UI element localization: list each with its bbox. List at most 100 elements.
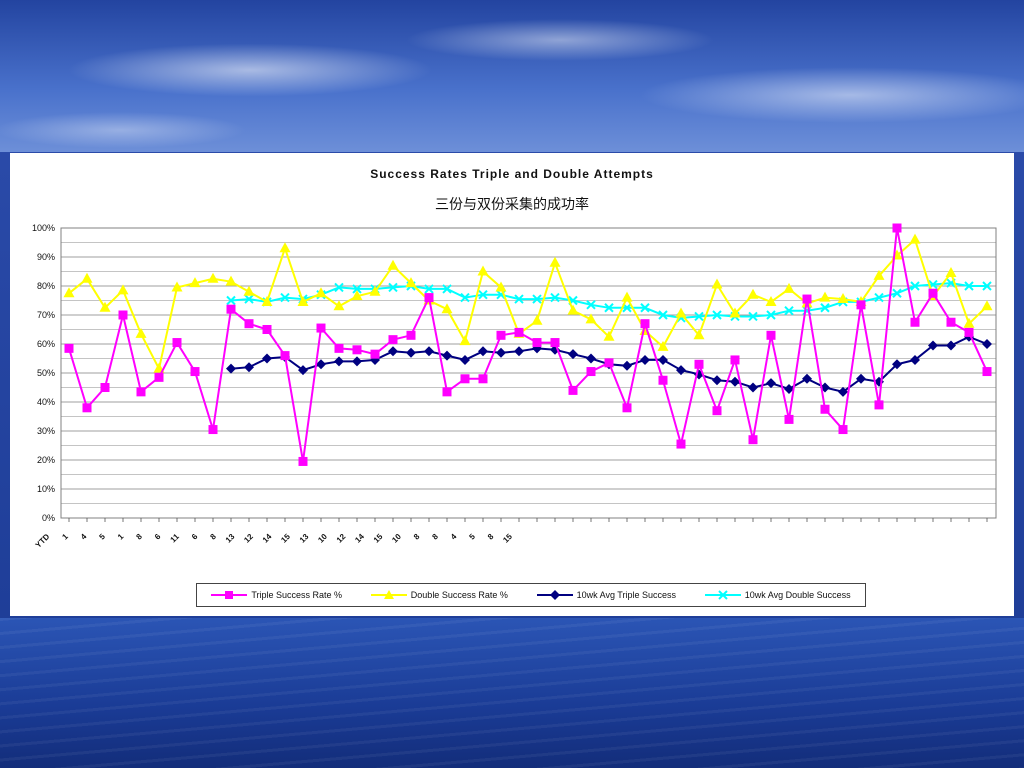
data-point [496, 347, 506, 358]
data-point [298, 456, 308, 466]
data-point [442, 284, 452, 294]
data-point [856, 373, 866, 384]
data-point [856, 300, 866, 310]
x-tick-label: 10 [316, 532, 329, 545]
data-point [118, 310, 128, 320]
data-point [981, 300, 993, 311]
line-chart: 0%10%20%30%40%50%60%70%80%90%100% YTD 1 4 5… [32, 223, 997, 550]
legend-swatch-triple [211, 591, 248, 599]
data-point [586, 353, 596, 364]
legend-item-double-avg: 10wk Avg Double Success [704, 590, 851, 600]
data-point [64, 343, 74, 353]
data-point [388, 282, 398, 293]
data-point [136, 387, 146, 397]
y-tick-label: 0% [42, 513, 55, 523]
data-point [334, 282, 344, 293]
data-point [945, 266, 957, 277]
x-tick-label: 8 [134, 532, 144, 542]
data-point [621, 291, 633, 302]
data-point [333, 300, 345, 311]
data-point [280, 292, 290, 303]
x-tick-label: 12 [242, 532, 255, 545]
data-point [640, 303, 650, 313]
data-point [316, 323, 326, 333]
x-tick-labels: YTD 1 4 5 1 8 6 11 6 8 13 12 14 15 13 10 12 14 15 10 8 8 4 5 8 15 [34, 532, 515, 550]
data-point [982, 367, 992, 377]
y-tick-label: 100% [32, 223, 55, 233]
data-point [514, 346, 524, 357]
y-tick-label: 80% [37, 281, 55, 291]
x-tick-label: YTD [34, 532, 52, 550]
data-point [225, 275, 237, 286]
data-point [640, 319, 650, 329]
data-point [964, 327, 974, 337]
data-point [171, 281, 183, 292]
data-point [226, 304, 236, 314]
data-point [658, 375, 668, 385]
x-tick-label: 15 [372, 532, 385, 545]
data-point [352, 356, 362, 367]
x-tick-label: 1 [116, 532, 126, 542]
data-point [928, 288, 938, 298]
data-point [81, 272, 93, 283]
y-tick-label: 30% [37, 426, 55, 436]
data-point [424, 284, 434, 294]
data-point [766, 378, 776, 389]
data-point [784, 383, 794, 394]
series-triple [64, 223, 992, 466]
data-point [694, 311, 704, 322]
legend-swatch-double [370, 590, 407, 599]
data-point [406, 347, 416, 358]
legend-swatch-double-avg [704, 590, 741, 600]
data-point [226, 363, 236, 374]
data-point [910, 317, 920, 327]
data-point [351, 290, 363, 301]
data-point [586, 300, 596, 310]
data-point [603, 330, 615, 341]
y-tick-label: 40% [37, 397, 55, 407]
data-point [819, 291, 831, 302]
data-point [585, 313, 597, 324]
data-point [99, 301, 111, 312]
data-point [748, 382, 758, 393]
legend-label-triple-avg: 10wk Avg Triple Success [576, 590, 676, 600]
data-point [567, 304, 579, 315]
data-point [892, 359, 902, 370]
y-tick-labels: 0% 10% 20% 30% 40% 50% 60% 70% 80% 90% 100% [32, 223, 55, 523]
data-point [297, 295, 309, 306]
data-point [279, 242, 291, 253]
data-point [460, 374, 470, 384]
data-point [244, 294, 254, 304]
data-point [784, 305, 794, 316]
data-point [550, 344, 560, 355]
x-tick-label: 4 [79, 532, 89, 542]
data-point [135, 327, 147, 338]
x-tick-label: 13 [224, 532, 237, 545]
data-point [334, 356, 344, 367]
data-point [640, 354, 650, 365]
data-point [369, 285, 381, 296]
data-point [892, 288, 902, 298]
data-point [604, 303, 614, 313]
plot-area-border [60, 227, 997, 519]
data-point [802, 373, 812, 384]
data-point [658, 310, 668, 320]
data-point [424, 293, 434, 303]
chart-subtitle: 三份与双份采集的成功率 [435, 197, 589, 213]
x-tick-label: 14 [261, 532, 274, 545]
data-point [622, 403, 632, 413]
data-point [766, 310, 776, 320]
data-point [837, 293, 849, 304]
data-point [316, 359, 326, 370]
x-tick-label: 6 [153, 532, 163, 542]
data-point [388, 346, 398, 357]
data-point [352, 284, 362, 294]
data-point [387, 259, 399, 270]
data-point [712, 375, 722, 386]
data-point [982, 339, 992, 349]
data-point [820, 303, 830, 313]
data-point [928, 340, 938, 351]
data-point [910, 354, 920, 365]
data-point [568, 349, 578, 360]
data-point [550, 338, 560, 348]
